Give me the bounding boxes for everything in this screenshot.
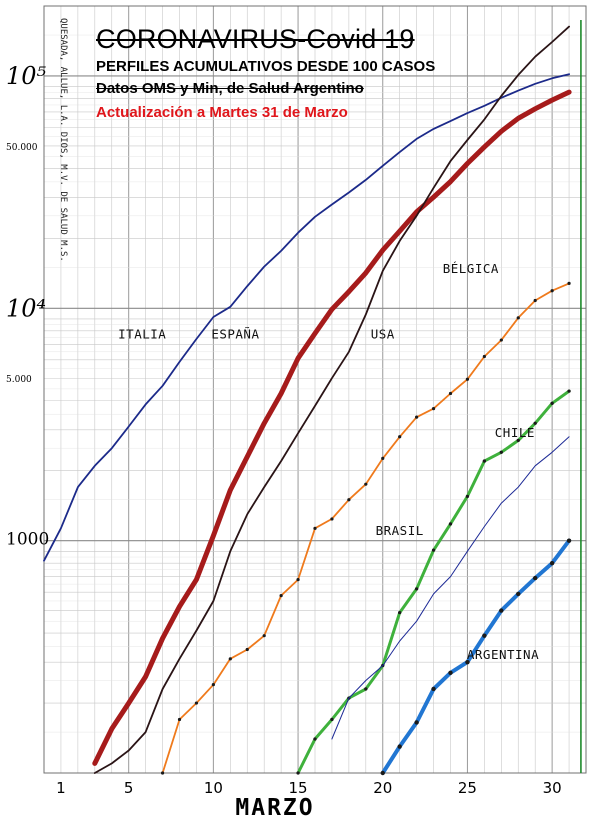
y-tick-label: 10⁴ (6, 294, 46, 322)
data-point-brasil (533, 421, 537, 425)
series-label-italia: ITALIA (118, 327, 166, 342)
data-point-brasil (414, 587, 419, 591)
data-point-argentina (566, 538, 572, 543)
data-point-brasil (499, 450, 503, 454)
series-label-usa: USA (371, 327, 395, 342)
chart-title: CORONAVIRUS-Covid 19 (96, 24, 415, 54)
x-tick-label: 30 (543, 779, 562, 797)
data-point-blgica (160, 771, 165, 775)
data-point-brasil (550, 401, 554, 405)
series-line-usa (93, 25, 570, 774)
data-point-argentina (549, 560, 555, 566)
data-point-blgica (482, 354, 486, 359)
chart-series (43, 25, 572, 776)
data-point-blgica (211, 683, 215, 687)
data-point-blgica (262, 634, 266, 638)
series-line-italia (43, 73, 570, 562)
data-point-brasil (567, 389, 571, 393)
data-point-blgica (364, 482, 368, 486)
data-point-blgica (415, 415, 419, 419)
y-tick-label: 1000 (6, 530, 49, 550)
data-point-blgica (499, 338, 503, 342)
data-point-argentina (448, 670, 453, 675)
data-point-brasil (296, 771, 300, 775)
data-point-blgica (533, 298, 537, 303)
series-line-argentina (380, 538, 572, 775)
data-point-brasil (330, 717, 334, 722)
series-label-argentina: ARGENTINA (467, 647, 539, 662)
x-tick-label: 10 (204, 779, 223, 797)
chart-subtitle: PERFILES ACUMULATIVOS DESDE 100 CASOS (96, 58, 436, 75)
data-point-blgica (194, 701, 199, 705)
series-line-espaa (92, 89, 572, 766)
y-tick-label: 50.000 (6, 143, 38, 153)
x-tick-label: 5 (124, 779, 134, 797)
data-point-blgica (431, 407, 436, 411)
series-line-chile (331, 436, 570, 740)
data-point-brasil (431, 548, 436, 552)
data-point-argentina (482, 633, 487, 638)
data-point-blgica (330, 517, 334, 521)
x-tick-label: 15 (289, 779, 308, 797)
data-point-argentina (465, 659, 470, 665)
data-point-blgica (313, 526, 317, 530)
data-point-blgica (245, 647, 249, 652)
data-point-brasil (482, 459, 487, 463)
data-point-argentina (532, 575, 538, 581)
x-tick-label: 20 (373, 779, 392, 797)
data-point-blgica (465, 377, 470, 381)
data-point-brasil (313, 737, 317, 741)
x-axis-label: MARZO (235, 795, 314, 821)
chart-series-labels: ITALIA ESPAÑA USA BÉLGICA CHILE BRASIL ARGENTI… (118, 261, 539, 662)
data-point-argentina (499, 608, 504, 613)
data-point-blgica (228, 657, 232, 661)
series-label-espaa: ESPAÑA (211, 327, 259, 342)
title-block: CORONAVIRUS-Covid 19 PERFILES ACUMULATIV… (96, 24, 435, 122)
data-point-argentina (516, 591, 521, 597)
y-tick-label: 5.000 (6, 375, 32, 385)
y-tick-label: 10⁵ (6, 62, 47, 90)
data-point-brasil (448, 522, 453, 526)
x-tick-label: 1 (56, 779, 66, 797)
data-point-argentina (414, 720, 419, 725)
series-label-chile: CHILE (495, 425, 535, 440)
data-point-brasil (465, 494, 470, 499)
x-tick-label: 25 (458, 779, 477, 797)
data-point-brasil (516, 438, 520, 443)
update-note: Actualización a Martes 31 de Marzo (96, 104, 348, 121)
data-point-blgica (347, 498, 351, 502)
data-point-argentina (397, 744, 402, 749)
data-point-blgica (516, 316, 520, 320)
data-point-blgica (177, 717, 182, 722)
data-point-blgica (279, 594, 283, 598)
data-point-blgica (381, 456, 385, 460)
series-label-blgica: BÉLGICA (443, 261, 499, 276)
series-label-brasil: BRASIL (376, 523, 424, 538)
data-point-blgica (398, 435, 402, 439)
data-point-blgica (448, 391, 453, 396)
data-point-argentina (431, 686, 436, 692)
data-point-brasil (398, 610, 402, 615)
data-point-blgica (550, 289, 554, 293)
data-point-blgica (567, 281, 571, 285)
data-point-argentina (380, 770, 385, 776)
chart-grid (43, 5, 587, 774)
margin-annotation: QUESADA, ALLUE, L.A. DIOS, M.V. DE SALUD… (58, 18, 68, 262)
data-source: Datos OMS y Min, de Salud Argentino (96, 80, 364, 97)
data-point-brasil (364, 687, 368, 691)
data-point-blgica (296, 577, 300, 582)
plot-frame (43, 5, 587, 774)
